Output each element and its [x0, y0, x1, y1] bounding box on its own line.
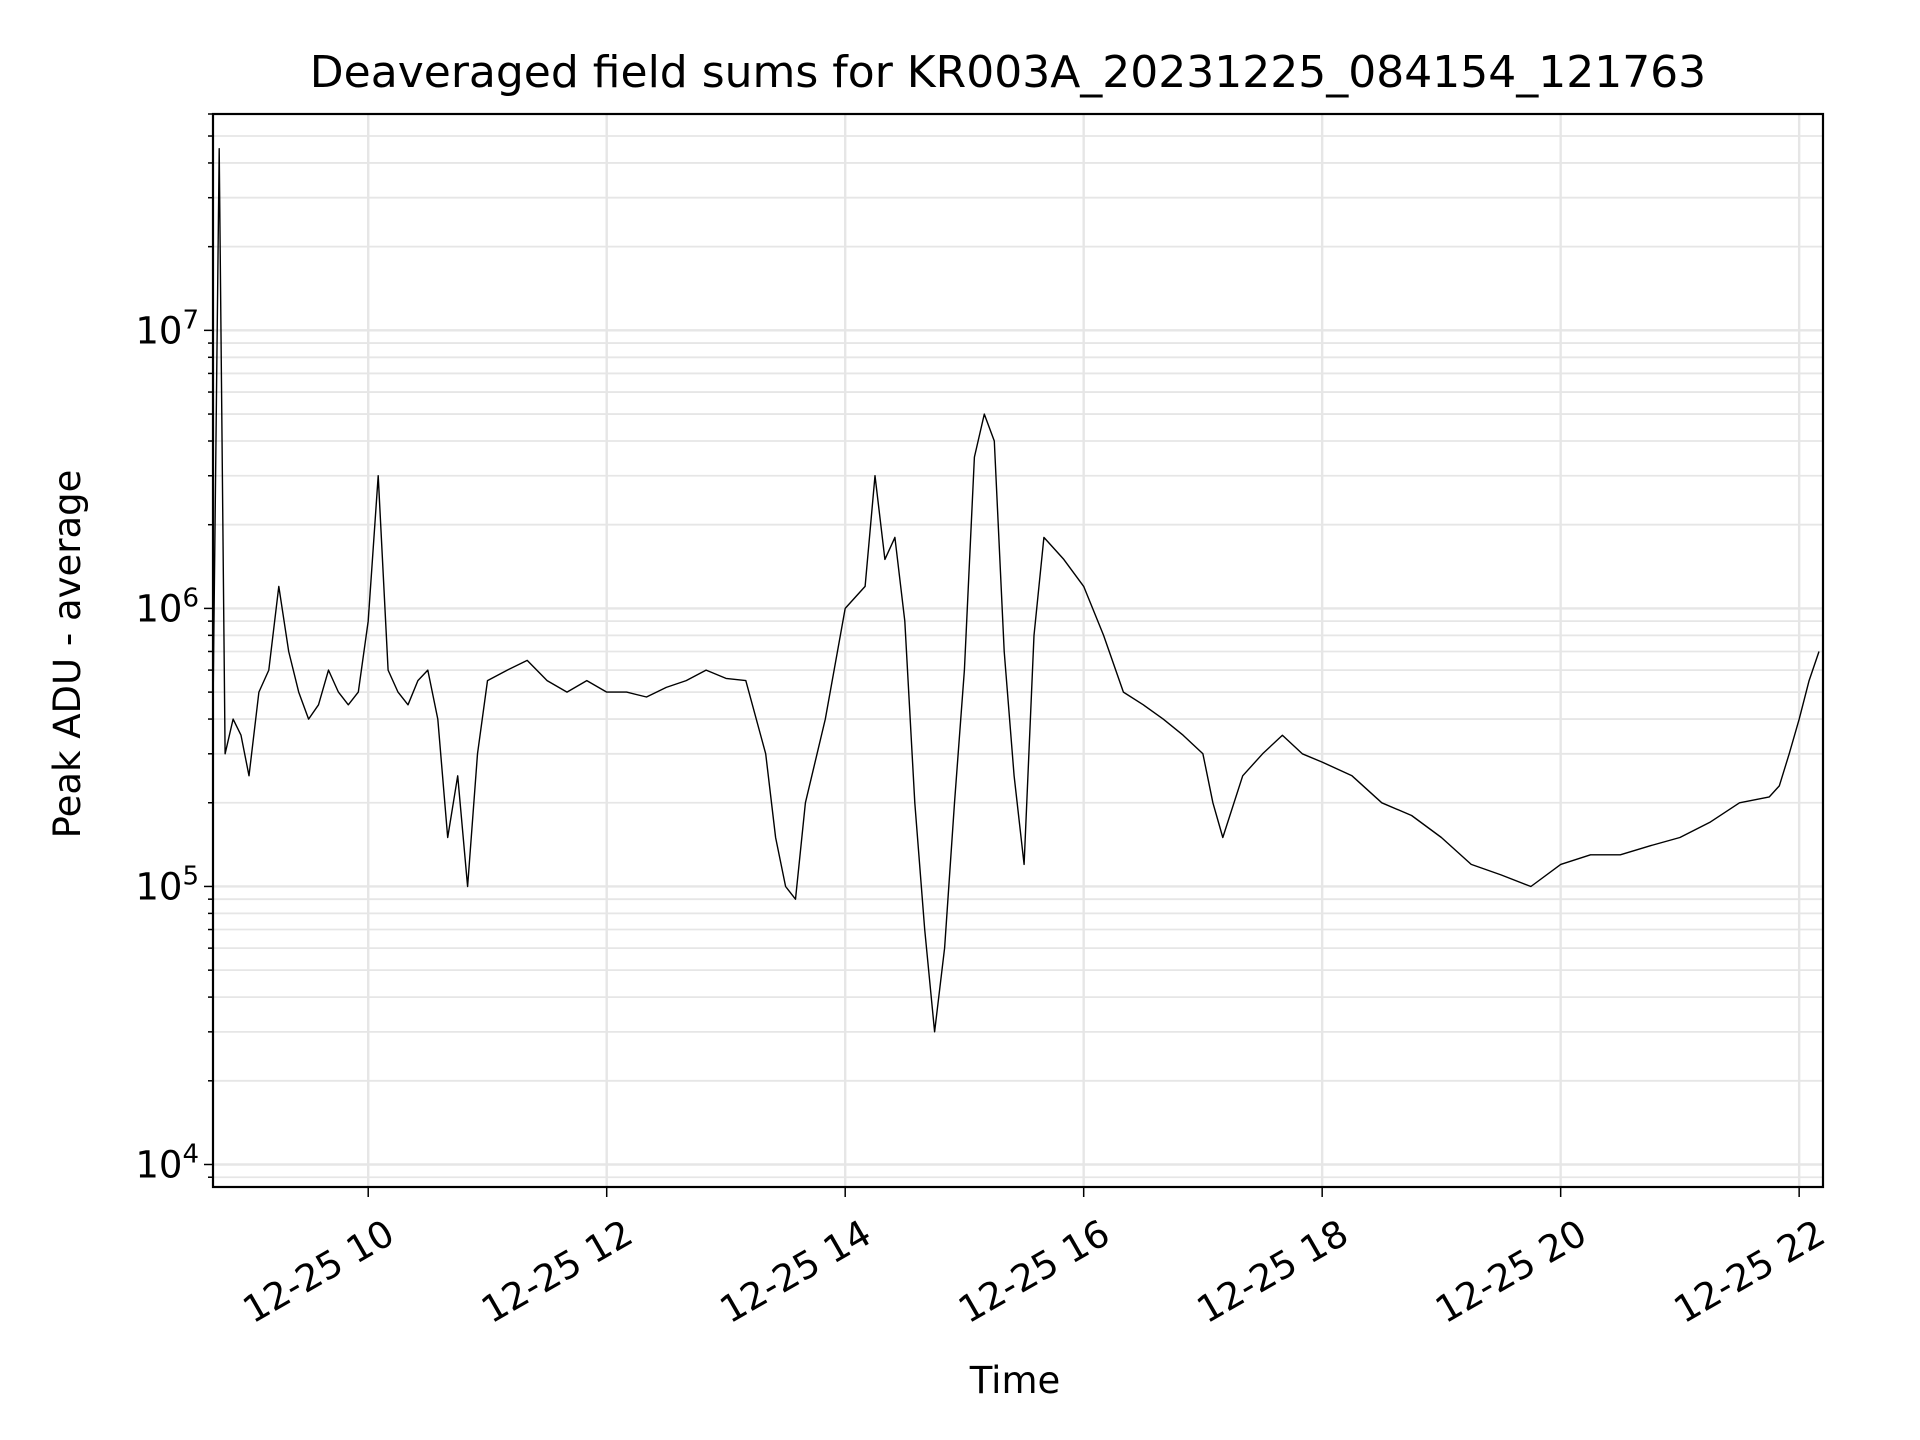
y-tick-label: 107	[135, 305, 199, 352]
grid	[213, 113, 1823, 1187]
chart-title: Deaveraged field sums for KR003A_2023122…	[310, 47, 1706, 98]
y-tick-label: 105	[135, 861, 199, 908]
y-axis-label: Peak ADU - average	[46, 470, 89, 839]
y-tick-label: 104	[135, 1140, 199, 1187]
axes-frame	[211, 112, 1825, 1189]
plot-area	[212, 147, 1820, 1033]
y-tick-label: 106	[135, 583, 199, 630]
x-axis-label: Time	[969, 1359, 1061, 1402]
series-line	[212, 147, 1820, 1033]
